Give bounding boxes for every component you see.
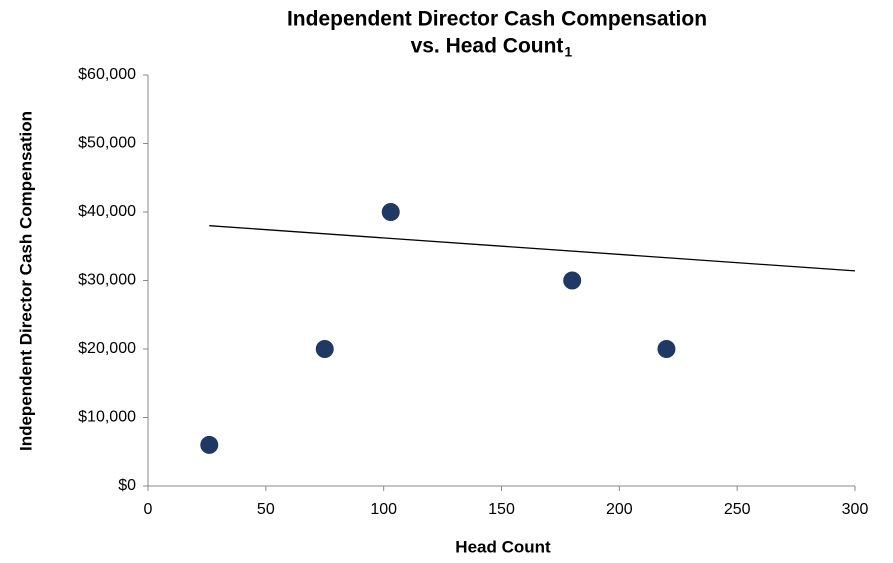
point — [381, 203, 400, 221]
x-tick-label: 100 — [370, 501, 397, 518]
x-axis-title: Head Count — [455, 537, 551, 556]
trendline — [209, 225, 856, 272]
title-footnote: 1 — [564, 44, 572, 60]
y-tick-label: $10,000 — [78, 409, 136, 426]
y-axis-title: Independent Director Cash Compensation — [16, 111, 35, 451]
chart-title: vs. Head Count — [411, 35, 564, 58]
x-tick-label: 50 — [257, 501, 275, 518]
x-tick-label: 250 — [724, 501, 751, 518]
y-tick-label: $40,000 — [78, 203, 136, 220]
point — [657, 340, 676, 358]
x-tick-label: 300 — [842, 501, 869, 518]
x-tick-label: 0 — [144, 501, 153, 518]
chart-title: Independent Director Cash Compensation — [287, 8, 707, 31]
x-tick-label: 200 — [606, 501, 633, 518]
y-tick-label: $50,000 — [78, 135, 136, 152]
point — [315, 340, 334, 358]
point — [200, 435, 219, 454]
y-tick-label: $0 — [118, 477, 136, 494]
y-tick-label: $30,000 — [78, 272, 136, 289]
y-tick-label: $20,000 — [78, 340, 136, 357]
x-tick-label: 150 — [488, 501, 515, 518]
point — [563, 271, 582, 290]
y-tick-label: $60,000 — [78, 66, 136, 83]
